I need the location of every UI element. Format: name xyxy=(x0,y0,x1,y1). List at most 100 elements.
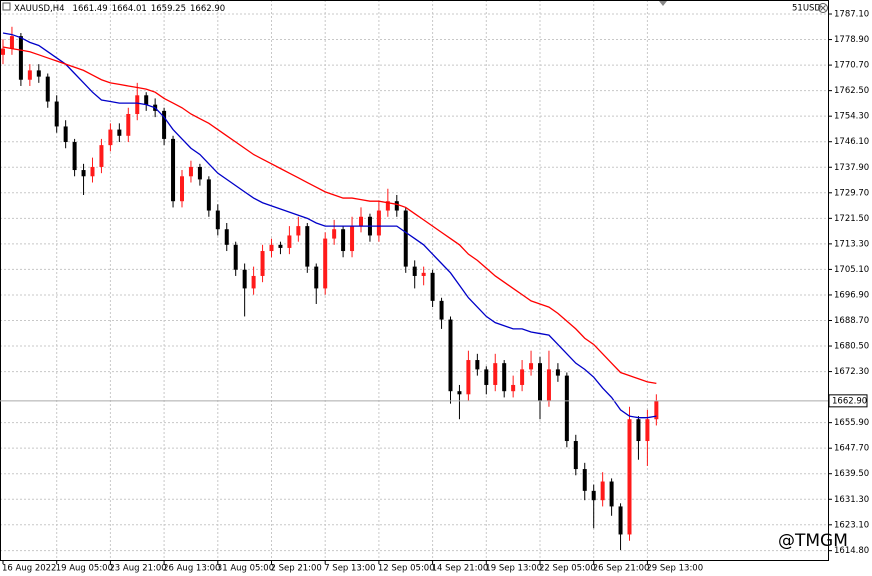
candle-body xyxy=(627,419,632,535)
candle-body xyxy=(126,113,131,136)
candle-body xyxy=(573,441,578,470)
candle-body xyxy=(224,229,229,245)
symbol: XAUUSD,H4 xyxy=(14,4,65,14)
candle-body xyxy=(376,210,381,236)
price-label-box xyxy=(828,394,868,408)
candle-body xyxy=(9,36,14,49)
y-tick-label: 1787.10 xyxy=(834,10,869,20)
candle-body xyxy=(251,275,256,289)
candle-body xyxy=(296,226,301,236)
candle-body xyxy=(448,319,453,392)
candle-body xyxy=(546,369,551,401)
y-tick-label: 1737.90 xyxy=(834,163,869,173)
candle-body xyxy=(90,166,95,177)
y-tick-label: 1778.90 xyxy=(834,35,869,45)
x-tick-label: 19 Sep 13:00 xyxy=(485,564,542,574)
candle-body xyxy=(81,170,86,177)
y-tick-label: 1754.30 xyxy=(834,112,869,122)
candle-body xyxy=(305,226,310,267)
candle-body xyxy=(108,129,113,146)
candle-body xyxy=(314,266,319,289)
x-tick-label: 26 Aug 13:00 xyxy=(163,564,220,574)
y-tick-label: 1647.70 xyxy=(834,444,869,454)
bar-open: 1661.49 xyxy=(73,4,108,14)
y-tick-label: 1688.70 xyxy=(834,316,869,326)
candle-body xyxy=(430,272,435,301)
candle-body xyxy=(502,363,507,392)
candle-body xyxy=(36,70,41,77)
candle-body xyxy=(269,244,274,252)
candle-body xyxy=(135,95,140,114)
y-tick-label: 1713.30 xyxy=(834,239,869,249)
y-tick-label: 1705.10 xyxy=(834,265,869,275)
candle-body xyxy=(197,166,202,180)
plot xyxy=(1,26,659,551)
header: XAUUSD,H4 1661.49 1664.01 1659.25 1662.90 xyxy=(14,4,225,14)
candle-body xyxy=(654,400,659,420)
candle-body xyxy=(206,179,211,211)
candle-body xyxy=(171,138,176,202)
candle-body xyxy=(591,490,596,501)
candle-body xyxy=(260,251,265,276)
shift-marker xyxy=(659,1,667,6)
candle-body xyxy=(188,166,193,177)
candle-body xyxy=(1,48,5,55)
y-tick-label: 1770.70 xyxy=(834,61,869,71)
candle-body xyxy=(341,229,346,252)
watermark: @TMGM xyxy=(778,531,848,551)
candle-body xyxy=(233,244,238,270)
candle-body xyxy=(439,300,444,320)
candle-body xyxy=(421,272,426,276)
candle-body xyxy=(63,126,68,143)
candle-body xyxy=(636,419,641,442)
candle-body xyxy=(520,369,525,385)
candle-body xyxy=(278,244,283,248)
x-tick-label: 26 Sep 21:00 xyxy=(593,564,650,574)
candle-body xyxy=(99,145,104,167)
candle-body xyxy=(466,360,471,395)
candle-body xyxy=(609,481,614,507)
candle-body xyxy=(564,375,569,442)
y-tick-label: 1762.50 xyxy=(834,86,869,96)
y-tick-label: 1729.70 xyxy=(834,188,869,198)
candle-body xyxy=(332,229,337,239)
chart-icon xyxy=(2,2,11,11)
y-tick-label: 1721.50 xyxy=(834,214,869,224)
x-tick-label: 31 Aug 05:00 xyxy=(217,564,274,574)
candle-body xyxy=(394,201,399,211)
candle-body xyxy=(117,129,122,136)
moving-average xyxy=(2,46,657,385)
candle-body xyxy=(323,238,328,289)
candle-body xyxy=(180,176,184,202)
candle-body xyxy=(287,235,292,248)
candle-body xyxy=(242,269,247,289)
candle-body xyxy=(645,419,650,442)
candle-body xyxy=(215,210,220,230)
candle-body xyxy=(45,76,50,102)
y-tick-label: 1672.30 xyxy=(834,367,869,377)
x-tick-label: 22 Sep 05:00 xyxy=(539,564,596,574)
candle-body xyxy=(618,506,623,535)
close-icon xyxy=(820,5,826,11)
y-tick-label: 1614.80 xyxy=(834,546,869,556)
account-label: 51USD xyxy=(792,4,821,14)
x-tick-label: 23 Aug 21:00 xyxy=(109,564,166,574)
candle-body xyxy=(555,369,560,376)
candle-body xyxy=(538,363,542,401)
x-tick-label: 19 Aug 05:00 xyxy=(56,564,113,574)
y-tick-label: 1655.90 xyxy=(834,418,869,428)
bar-low: 1659.25 xyxy=(151,4,186,14)
candle-body xyxy=(582,469,587,491)
x-tick-label: 2 Sep 21:00 xyxy=(271,564,322,574)
candle-body xyxy=(27,70,32,80)
candle-body xyxy=(144,95,149,105)
y-tick-label: 1746.10 xyxy=(834,137,869,147)
candle-body xyxy=(529,363,534,370)
candle-body xyxy=(54,101,59,127)
candle-body xyxy=(350,226,355,252)
close-button[interactable] xyxy=(818,3,828,13)
y-tick-label: 1631.30 xyxy=(834,495,869,505)
candle-body xyxy=(385,201,390,211)
candle-body xyxy=(457,391,462,395)
